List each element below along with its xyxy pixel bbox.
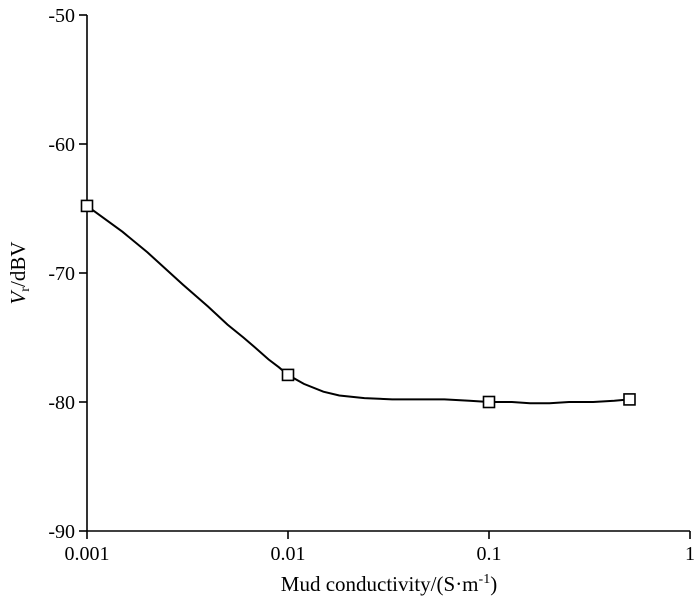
tick-group: -90 -80 -70 -60 -50 0.001 0.01 0.1 1 — [48, 5, 695, 565]
data-point-marker — [482, 395, 496, 409]
y-axis-title-rest: /dBV — [6, 241, 30, 287]
data-point-marker — [281, 368, 295, 382]
series-line — [86, 205, 630, 405]
y-axis-title-sub: r — [18, 287, 33, 292]
x-tick-label: 0.1 — [477, 543, 502, 565]
data-point-marker — [80, 199, 94, 213]
y-tick-label: -90 — [48, 521, 75, 543]
y-tick-label: -50 — [48, 5, 75, 27]
y-tick-label: -80 — [48, 392, 75, 414]
y-tick-label: -70 — [48, 263, 75, 285]
x-axis-title-sup: -1 — [479, 572, 491, 587]
y-axis-title-var: V — [6, 290, 30, 305]
x-tick-label: 1 — [685, 543, 695, 565]
x-axis-title-end: ) — [490, 572, 497, 596]
y-axis-title: Vr/dBV — [6, 241, 33, 304]
x-tick-label: 0.01 — [271, 543, 306, 565]
data-point-marker — [623, 393, 636, 406]
x-axis-title: Mud conductivity/(S·m-1) — [281, 572, 497, 596]
x-tick-label: 0.001 — [65, 543, 110, 565]
axes — [86, 15, 690, 532]
x-axis-title-main: Mud conductivity/(S·m — [281, 572, 479, 596]
plot-area — [80, 199, 636, 409]
y-tick-label: -60 — [48, 134, 75, 156]
